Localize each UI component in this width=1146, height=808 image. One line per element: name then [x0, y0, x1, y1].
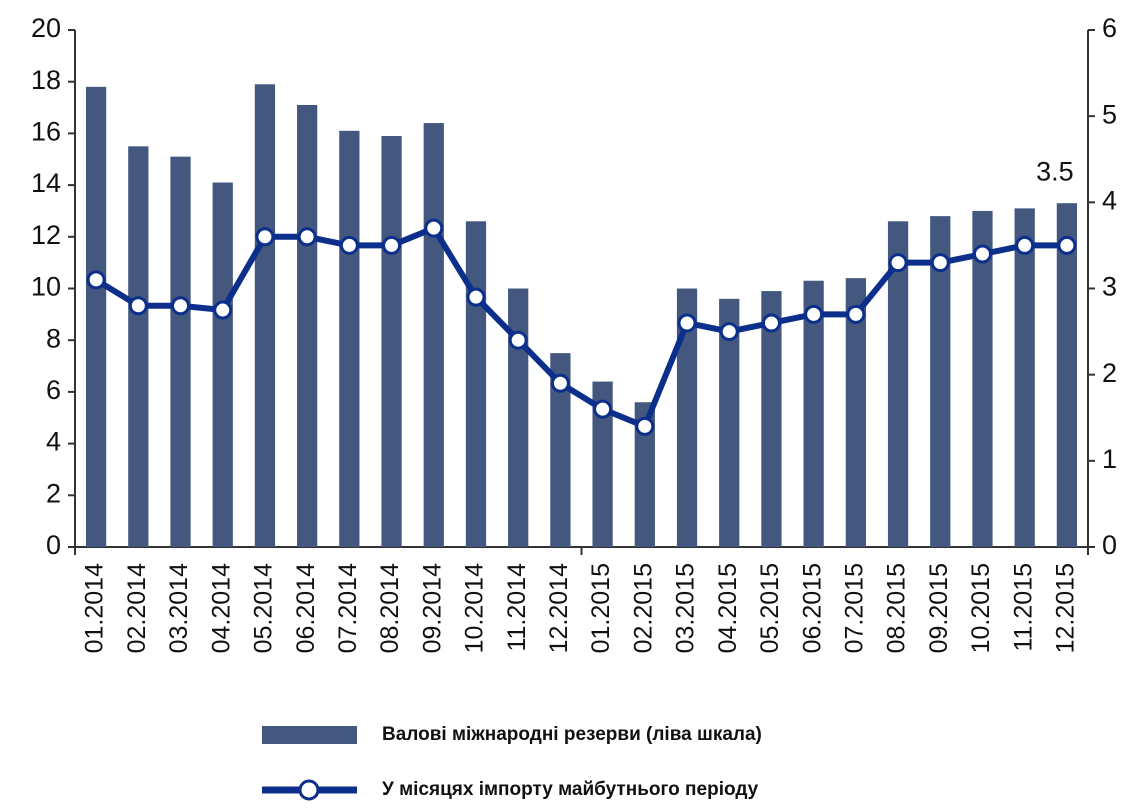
legend-swatch [262, 726, 357, 744]
bar [1014, 208, 1035, 548]
line-marker [466, 287, 486, 307]
x-tick-label: 05.2014 [250, 563, 278, 653]
y2-tick-label: 3 [1102, 272, 1117, 302]
line-marker [171, 296, 191, 316]
line-marker [593, 399, 613, 419]
bar [1056, 203, 1078, 547]
y-tick-label: 4 [46, 427, 61, 457]
bar [465, 221, 487, 548]
legend-label: Валові міжнародні резерви (ліва шкала) [382, 724, 762, 745]
x-tick-label: 09.2014 [418, 563, 446, 653]
bar [634, 402, 655, 547]
y-tick-label: 20 [31, 13, 61, 43]
bar [592, 381, 613, 547]
line-marker [635, 416, 655, 436]
bar [887, 221, 909, 548]
x-tick-label: 04.2015 [714, 563, 742, 653]
y-tick-label: 6 [46, 375, 61, 405]
y-tick-label: 0 [46, 530, 61, 560]
line-marker [761, 313, 781, 333]
x-tick-label: 06.2014 [292, 563, 320, 653]
x-tick-label: 03.2014 [165, 563, 193, 653]
bar [128, 146, 149, 547]
bar [930, 216, 951, 547]
x-tick-label: 07.2014 [334, 563, 362, 653]
y-tick-label: 10 [31, 272, 61, 302]
line-marker [508, 330, 528, 350]
bar [170, 156, 191, 548]
bar [339, 130, 360, 547]
x-tick-label: 06.2015 [798, 563, 826, 653]
x-tick-label: 08.2014 [376, 563, 404, 653]
line-marker [382, 235, 402, 255]
legend-swatch-marker [298, 779, 320, 801]
y-tick-label: 16 [31, 117, 61, 147]
bar [761, 291, 782, 547]
x-tick-label: 05.2015 [756, 563, 784, 653]
line-marker [804, 304, 824, 324]
x-tick-label: 11.2014 [503, 563, 531, 652]
bar [85, 86, 107, 548]
line [94, 225, 1067, 430]
bar [972, 210, 993, 547]
bar [297, 104, 318, 547]
y2-tick-label: 6 [1102, 13, 1117, 43]
y-tick-label: 2 [46, 478, 61, 508]
bar [676, 288, 698, 547]
line-marker [846, 304, 866, 324]
x-tick-label: 03.2015 [672, 563, 700, 653]
line-marker [1057, 235, 1077, 255]
x-tick-label: 01.2014 [81, 563, 109, 653]
x-tick-label: 12.2015 [1052, 563, 1080, 653]
bar [550, 353, 571, 547]
line-marker [719, 322, 739, 342]
line-marker [888, 253, 908, 273]
line-marker [677, 313, 697, 333]
y-tick-label: 18 [31, 65, 61, 95]
line-marker [213, 300, 233, 320]
line-marker [1015, 235, 1035, 255]
x-tick-label: 09.2015 [925, 563, 953, 653]
x-tick-label: 10.2015 [967, 563, 995, 653]
line-marker [424, 218, 444, 238]
y-tick-label: 12 [31, 220, 61, 250]
line-marker [930, 253, 950, 273]
line-marker [339, 235, 359, 255]
line-marker [255, 227, 275, 247]
y2-tick-label: 2 [1102, 358, 1117, 388]
bar [803, 280, 824, 547]
x-tick-label: 02.2014 [123, 563, 151, 653]
y2-tick-label: 4 [1102, 185, 1117, 215]
bar [719, 298, 740, 547]
data-label: 3.5 [1036, 157, 1074, 187]
line-marker [297, 227, 317, 247]
y2-tick-label: 1 [1102, 444, 1117, 474]
y-tick-label: 14 [31, 168, 61, 198]
bar [845, 278, 866, 547]
x-tick-label: 08.2015 [883, 563, 911, 653]
y2-tick-label: 0 [1102, 530, 1117, 560]
x-tick-label: 10.2014 [461, 563, 489, 653]
bar [381, 135, 402, 548]
y-tick-label: 8 [46, 323, 61, 353]
x-tick-label: 04.2014 [207, 563, 235, 653]
x-tick-label: 11.2015 [1009, 563, 1037, 652]
y2-tick-label: 5 [1102, 99, 1117, 129]
bar [254, 84, 276, 547]
x-tick-label: 02.2015 [629, 563, 657, 653]
x-tick-label: 12.2014 [545, 563, 573, 653]
x-tick-label: 07.2015 [840, 563, 868, 653]
line-marker [550, 373, 570, 393]
x-tick-label: 01.2015 [587, 563, 615, 653]
line-marker [972, 244, 992, 264]
line-marker [128, 296, 148, 316]
legend-label: У місяцях імпорту майбутнього періоду [382, 779, 759, 800]
line-marker [86, 270, 106, 290]
bar [423, 123, 444, 547]
bar [212, 182, 233, 547]
bar [508, 288, 529, 547]
